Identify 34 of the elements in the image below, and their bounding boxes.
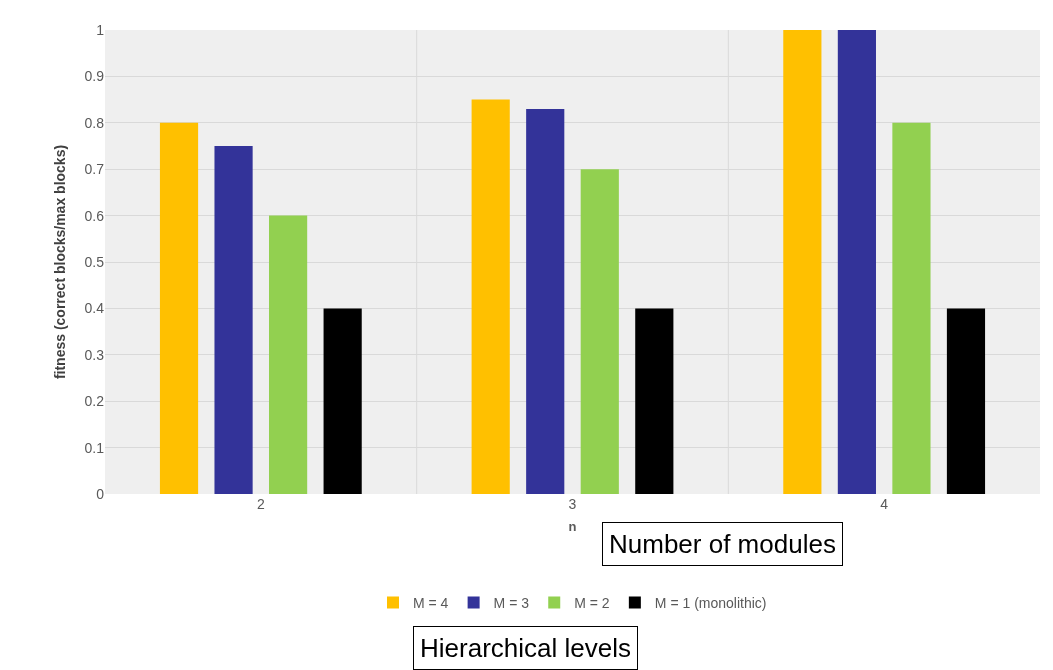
bar [471,99,510,494]
bar [214,146,253,494]
bar [635,308,674,494]
y-tick-label: 0.9 [84,68,105,85]
bar [159,122,199,494]
y-tick-label: 0.5 [84,253,105,270]
text: Hierarchical levels [420,633,631,663]
x-tick-label: 3 [568,496,577,512]
legend-label: M = 1 (monolithic) [654,594,767,611]
y-tick-label: 0.2 [84,393,105,410]
y-tick-label: 1 [96,21,105,38]
bar [269,215,308,494]
y-tick-label: 0.1 [84,439,105,456]
bar [783,30,822,494]
text: Number of modules [609,529,836,559]
y-axis-title: fitness (correct blocks/max blocks) [52,144,69,380]
legend-label: M = 3 [493,594,530,611]
y-tick-label: 0.7 [84,161,105,178]
y-tick-label: 0.6 [84,207,105,224]
legend-label: M = 4 [413,594,449,611]
legend-label: M = 2 [574,594,610,611]
bar [526,108,565,494]
y-tick-label: 0.3 [84,346,105,363]
y-tick-label: 0 [96,485,105,502]
bar [837,30,876,494]
x-axis-title: n [568,518,577,534]
bar [323,308,362,494]
bar [580,169,619,494]
x-tick-label: 4 [880,496,889,512]
y-tick-label: 0.8 [84,114,105,131]
bar [892,122,931,494]
y-tick-label: 0.4 [84,300,105,317]
bar [946,308,986,494]
x-tick-label: 2 [256,496,265,512]
